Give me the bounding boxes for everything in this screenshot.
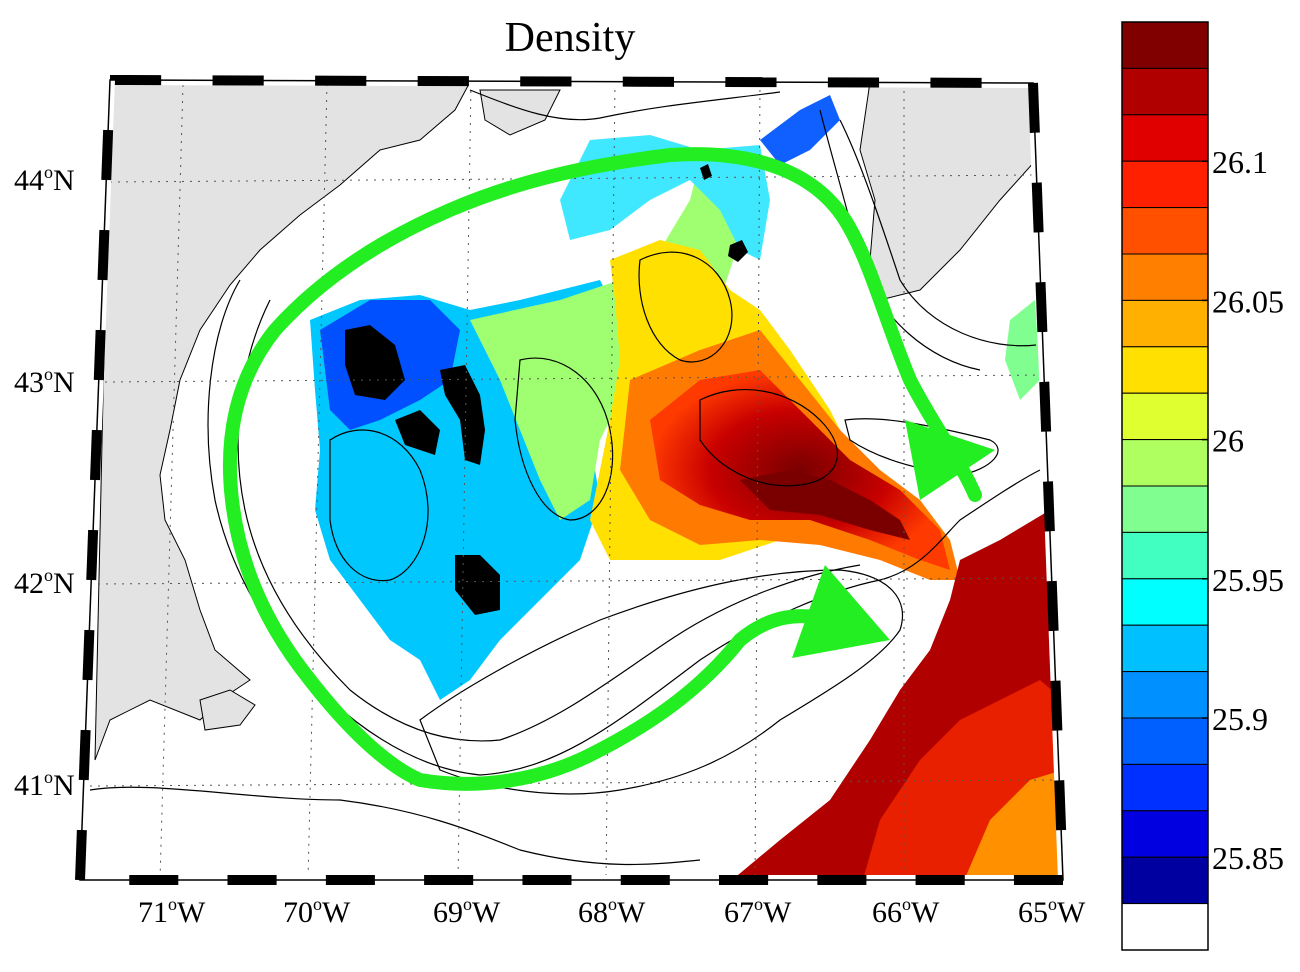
contour-basin-2: [514, 357, 614, 521]
contour-outer-shelf: [207, 279, 1041, 776]
colorbar-swatch: [1121, 810, 1209, 858]
field-scotian-blue: [760, 95, 840, 165]
mask-patch-5: [728, 240, 748, 262]
contour-slope: [89, 786, 701, 866]
colorbar-swatch: [1121, 439, 1209, 487]
colorbar-swatch: [1121, 671, 1209, 719]
colorbar-swatch: [1121, 67, 1209, 116]
lat-tick-label: 44oN: [14, 162, 75, 197]
colorbar: 26.1 26.05 26 25.95 25.9 25.85: [1121, 21, 1284, 951]
field-scotian-green: [1005, 300, 1040, 400]
meridian: [457, 82, 472, 880]
colorbar-swatch: [1121, 624, 1209, 673]
bathymetry-contours: [89, 89, 1041, 866]
masked-regions: [345, 164, 748, 615]
colorbar-swatch: [1121, 253, 1209, 301]
mask-patch-4: [455, 555, 500, 615]
gyre-arrow-head-north: [905, 420, 995, 500]
longitude-labels: 71oW 70oW 69oW 68oW 67oW 66oW 65oW: [138, 894, 1086, 929]
contour-basin-3: [638, 251, 733, 363]
map-area: [80, 80, 1063, 880]
contour-northeast-channel: [699, 389, 838, 487]
colorbar-tick-label: 26: [1212, 423, 1244, 459]
parallel: [89, 779, 1061, 787]
meridian: [754, 81, 761, 880]
lat-tick-label: 42oN: [14, 565, 75, 600]
colorbar-tick-label: 25.9: [1212, 701, 1268, 737]
contour-basin-1: [329, 429, 429, 582]
contour-coast-1: [469, 89, 781, 121]
mask-patch-1: [345, 325, 405, 400]
field-dark-core: [740, 470, 910, 540]
contour-georges-bank: [419, 569, 904, 795]
land-new-england: [94, 80, 471, 761]
colorbar-tick-label: 25.95: [1212, 562, 1284, 598]
land-cape-cod: [199, 689, 256, 731]
contour-brown-bank: [844, 418, 999, 476]
frame-outline: [79, 79, 1064, 881]
gyre-arrow-path: [222, 147, 982, 791]
field-slope-orange: [960, 770, 1063, 880]
latitude-labels: 44oN 43oN 42oN 41oN: [14, 162, 75, 802]
colorbar-swatch: [1121, 207, 1209, 255]
lon-tick-label: 66oW: [872, 894, 940, 929]
colorbar-swatch: [1121, 856, 1209, 905]
circulation-arrows: [222, 147, 995, 791]
map-frame: [75, 75, 1068, 885]
colorbar-tick-label: 26.1: [1212, 144, 1268, 180]
mask-patch-6: [700, 164, 712, 180]
density-field: [310, 95, 1063, 880]
lon-tick-label: 71oW: [138, 894, 206, 929]
gyre-arrow-head-east: [792, 565, 890, 658]
mask-patch-2: [395, 410, 440, 455]
lat-tick-label: 41oN: [14, 767, 75, 802]
colorbar-swatch: [1121, 21, 1209, 69]
lat-tick-label: 43oN: [14, 364, 75, 399]
lon-tick-label: 65oW: [1018, 894, 1086, 929]
colorbar-swatch: [1121, 578, 1209, 626]
mask-patch-3: [440, 365, 485, 465]
colorbar-swatch: [1121, 299, 1209, 348]
colorbar-swatch: [1121, 346, 1209, 394]
map-title: Density: [504, 15, 636, 61]
colorbar-swatch: [1121, 160, 1209, 209]
lon-tick-label: 67oW: [724, 894, 792, 929]
colorbar-outline: [1121, 21, 1209, 951]
colorbar-swatch: [1121, 485, 1209, 533]
lon-tick-label: 69oW: [433, 894, 501, 929]
land-masses: [94, 80, 1037, 761]
colorbar-tick-label: 26.05: [1212, 283, 1284, 319]
colorbar-swatch: [1121, 903, 1209, 951]
lon-tick-label: 70oW: [283, 894, 351, 929]
colorbar-swatch: [1121, 531, 1209, 580]
contour-scotian-shelf: [839, 119, 1037, 347]
colorbar-swatch: [1121, 114, 1209, 162]
colorbar-tick-label: 25.85: [1212, 840, 1284, 876]
colorbar-swatch: [1121, 763, 1209, 812]
lon-tick-label: 68oW: [578, 894, 646, 929]
colorbar-swatch: [1121, 717, 1209, 765]
colorbar-swatch: [1121, 392, 1209, 441]
